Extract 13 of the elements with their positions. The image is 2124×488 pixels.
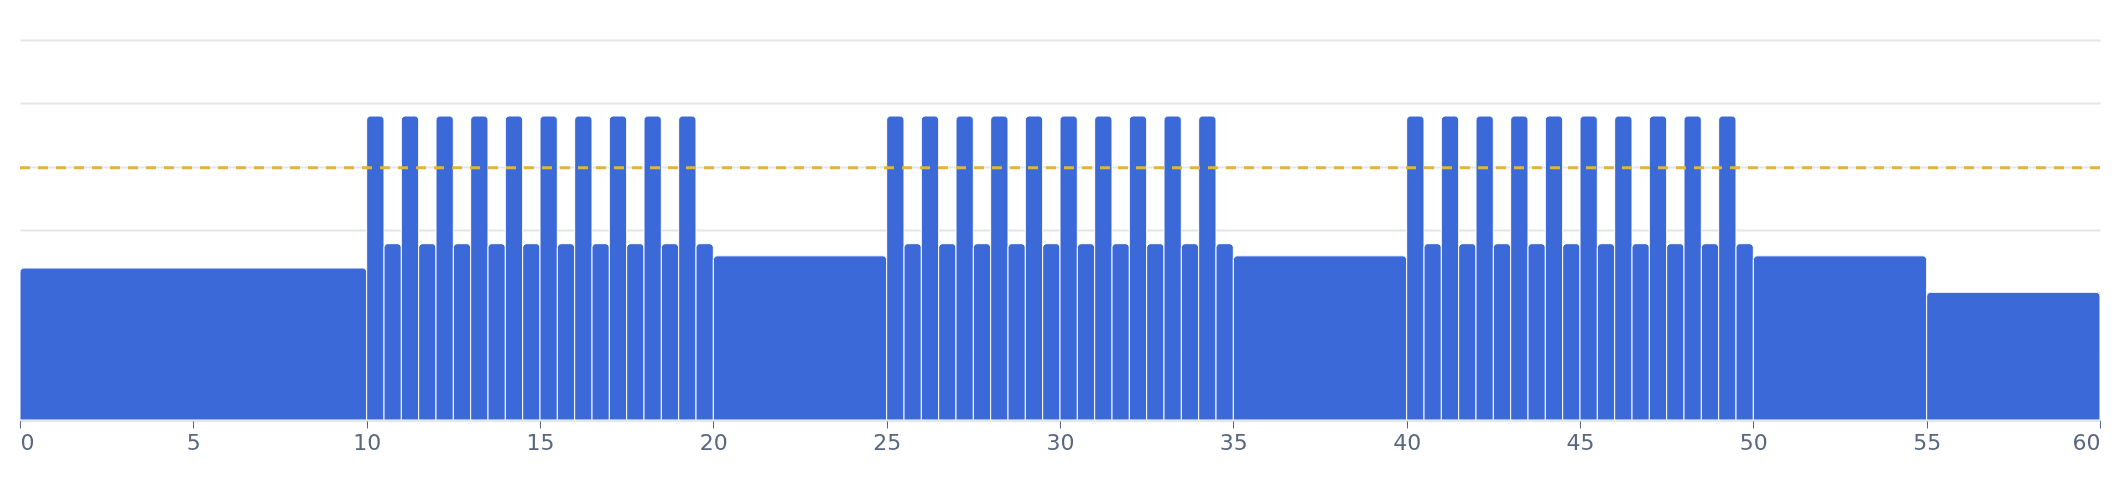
x-tick-label: 60 bbox=[2072, 429, 2101, 455]
x-tick-label: 40 bbox=[1393, 429, 1422, 455]
x-tick-label: 55 bbox=[1913, 429, 1942, 455]
x-tick-label: 20 bbox=[699, 429, 728, 455]
x-tick-label: 0 bbox=[20, 429, 35, 455]
x-tick-label: 30 bbox=[1046, 429, 1075, 455]
x-tick-label: 45 bbox=[1566, 429, 1595, 455]
x-tick-label: 10 bbox=[353, 429, 382, 455]
x-tick-label: 50 bbox=[1739, 429, 1768, 455]
x-tick-label: 15 bbox=[526, 429, 555, 455]
x-tick-label: 5 bbox=[186, 429, 201, 455]
x-tick-label: 25 bbox=[873, 429, 902, 455]
x-tick-label: 35 bbox=[1219, 429, 1248, 455]
